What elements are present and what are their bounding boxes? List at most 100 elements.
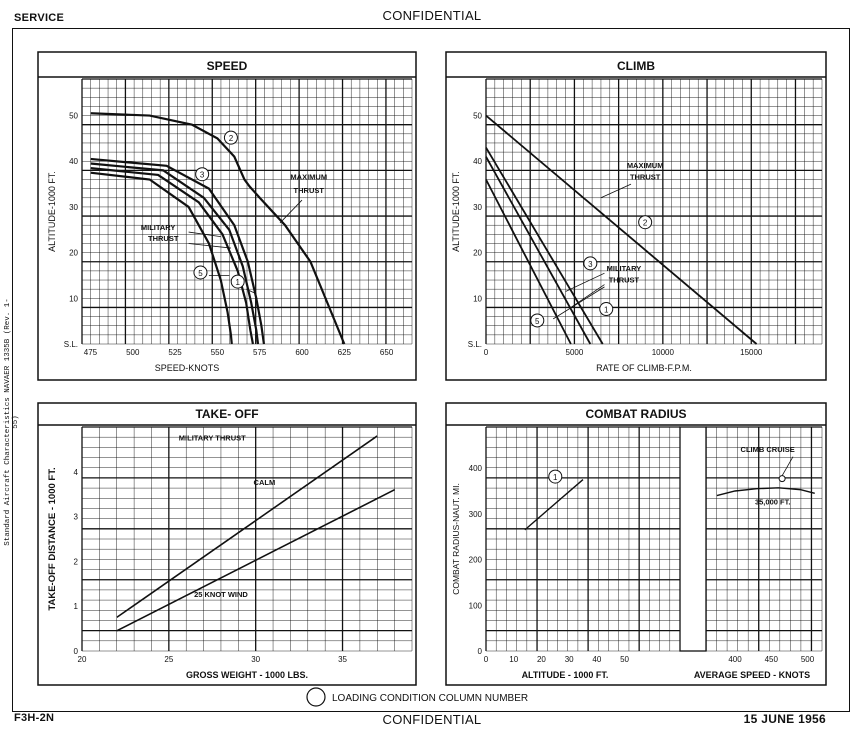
circled-marker-label: 3 <box>200 171 205 180</box>
series-line-1 <box>524 479 584 531</box>
page-frame <box>12 28 850 712</box>
series-line-4 <box>90 167 255 345</box>
legend: LOADING CONDITION COLUMN NUMBER <box>306 687 528 707</box>
y-tick-label: 300 <box>469 510 483 519</box>
annotation-label: MILITARY THRUST <box>179 433 246 442</box>
y-axis-label: TAKE-OFF DISTANCE - 1000 FT. <box>47 467 58 610</box>
annotation-label: THRUST <box>630 173 661 182</box>
annotation-label: MAXIMUM <box>290 173 327 182</box>
x-tick-label: 25 <box>164 655 173 664</box>
x-tick-label: 40 <box>592 655 601 664</box>
y-tick-label: 10 <box>69 294 78 303</box>
x-tick-label: 0 <box>484 348 489 357</box>
series-line-2 <box>90 112 346 345</box>
annotation-arrow <box>570 284 605 308</box>
data-point-marker <box>778 475 786 483</box>
y-tick-label: 30 <box>69 203 78 212</box>
legend-circle-icon <box>306 687 326 707</box>
annotation-label: MILITARY <box>607 264 642 273</box>
y-tick-label: 20 <box>69 249 78 258</box>
annotation-arrow <box>245 288 257 295</box>
y-axis-label: ALTITUDE-1000 FT. <box>47 171 57 252</box>
grid-gap <box>679 426 707 652</box>
x-tick-label: 525 <box>168 348 182 357</box>
y-tick-label: S.L. <box>468 340 482 349</box>
chart-title: SPEED <box>207 59 248 73</box>
x2-tick-label: 400 <box>728 655 742 664</box>
y-tick-label: 2 <box>74 557 79 566</box>
annotation-arrow <box>279 199 303 224</box>
annotation-label: 25 KNOT WIND <box>194 590 248 599</box>
circled-marker-label: 2 <box>229 134 234 143</box>
x-tick-label: 15000 <box>740 348 763 357</box>
chart-panel-4: COMBAT RADIUS 0 10 20 30 40 50 400 450 500 0 100 200… <box>445 402 827 686</box>
footer-right: 15 JUNE 1956 <box>743 712 826 726</box>
y-tick-label: 20 <box>473 249 482 258</box>
x-tick-label: 35 <box>338 655 347 664</box>
chart-title: COMBAT RADIUS <box>585 407 686 421</box>
circled-marker-label: 1 <box>604 306 609 315</box>
y-tick-label: 0 <box>478 647 483 656</box>
y-tick-label: 10 <box>473 294 482 303</box>
x-tick-label: 650 <box>380 348 394 357</box>
chart-panel-2: CLIMB 0 5000 10000 15000 S.L. 10 20 30 40 50 RATE O… <box>445 51 827 381</box>
series-line-5 <box>90 171 233 345</box>
series-line-3 <box>485 156 592 345</box>
circled-marker <box>230 274 245 289</box>
x-tick-label: 575 <box>253 348 267 357</box>
x-tick-label: 30 <box>251 655 260 664</box>
circled-marker <box>583 256 598 271</box>
series-line-1 <box>90 157 266 345</box>
series-line-2 <box>485 114 758 345</box>
y-tick-label: 3 <box>74 513 79 522</box>
x-tick-label: 20 <box>537 655 546 664</box>
footer-center: CONFIDENTIAL <box>382 712 482 727</box>
chart-title: CLIMB <box>617 59 655 73</box>
series-line-3 <box>90 162 260 345</box>
annotation-label: THRUST <box>148 234 179 243</box>
annotation-arrow <box>600 183 632 199</box>
y-tick-label: 50 <box>473 112 482 121</box>
header-left: SERVICE <box>14 12 65 24</box>
circled-marker <box>548 469 563 484</box>
annotation-arrow <box>188 231 221 238</box>
x2-tick-label: 450 <box>765 655 779 664</box>
circled-marker <box>530 313 545 328</box>
annotation-arrow <box>188 243 231 249</box>
annotation-arrow <box>552 286 605 320</box>
series-line <box>116 489 395 632</box>
x-axis-label: RATE OF CLIMB-F.P.M. <box>596 363 692 373</box>
annotation-label: THRUST <box>609 275 640 284</box>
annotation-arrow <box>565 272 605 292</box>
x-axis-label: GROSS WEIGHT - 1000 LBS. <box>186 670 308 680</box>
y-tick-label: 400 <box>469 464 483 473</box>
annotation-label: MAXIMUM <box>627 161 664 170</box>
series-line-35000 <box>716 487 815 497</box>
y-tick-label: 4 <box>74 468 79 477</box>
annotation-label: 35,000 FT. <box>755 498 790 507</box>
series-line-1 <box>485 147 604 345</box>
panel-border <box>37 402 417 686</box>
y-tick-label: 40 <box>69 157 78 166</box>
x-tick-label: 475 <box>84 348 98 357</box>
panel-border <box>37 51 417 381</box>
x-tick-label: 550 <box>211 348 225 357</box>
y-tick-label: 30 <box>473 203 482 212</box>
y-tick-label: S.L. <box>64 340 78 349</box>
x-tick-label: 0 <box>484 655 489 664</box>
circled-marker <box>223 130 238 145</box>
circled-marker-label: 1 <box>235 278 240 287</box>
circled-marker-label: 1 <box>553 473 558 482</box>
x-tick-label: 625 <box>338 348 352 357</box>
annotation-arrow <box>781 456 794 476</box>
circled-marker-label: 3 <box>588 260 593 269</box>
circled-marker <box>599 302 614 317</box>
circled-marker <box>193 265 208 280</box>
x-tick-label: 10 <box>509 655 518 664</box>
panel-border <box>445 402 827 686</box>
y-tick-label: 100 <box>469 601 483 610</box>
series-line <box>116 435 378 619</box>
x-tick-label: 20 <box>78 655 87 664</box>
